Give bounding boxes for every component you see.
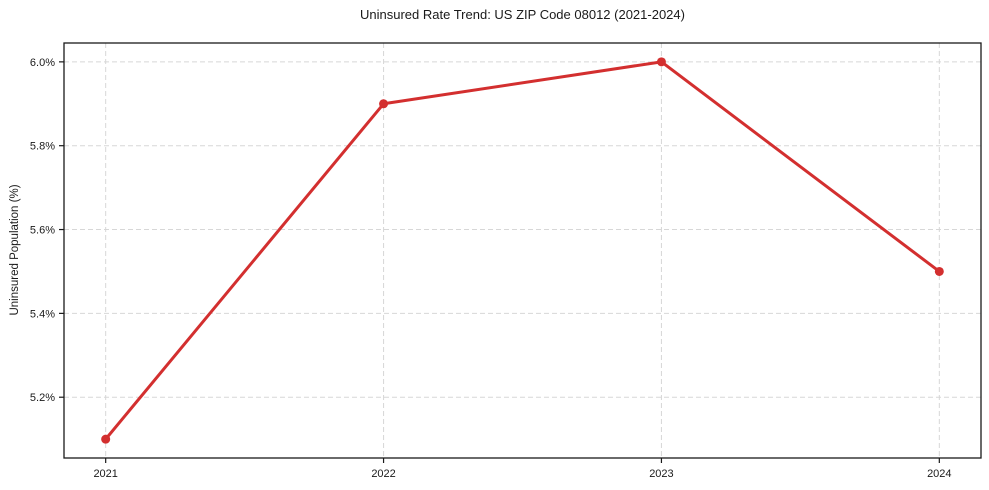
data-point-marker [101,434,111,444]
plot-border [63,42,982,459]
y-tick-label: 5.8% [30,141,55,153]
x-tick-label: 2024 [927,468,951,480]
y-tick-label: 5.6% [30,225,55,237]
data-point-marker [656,57,666,67]
chart-title: Uninsured Rate Trend: US ZIP Code 08012 … [360,7,685,22]
y-tick-label: 5.2% [30,392,55,404]
data-point-marker [379,99,389,109]
data-point-marker [934,266,944,276]
y-tick-label: 6.0% [30,57,55,69]
x-tick-label: 2023 [649,468,673,480]
x-tick-label: 2021 [93,468,117,480]
y-tick-label: 5.4% [30,308,55,320]
trend-line [104,60,941,441]
x-tick-label: 2022 [371,468,395,480]
